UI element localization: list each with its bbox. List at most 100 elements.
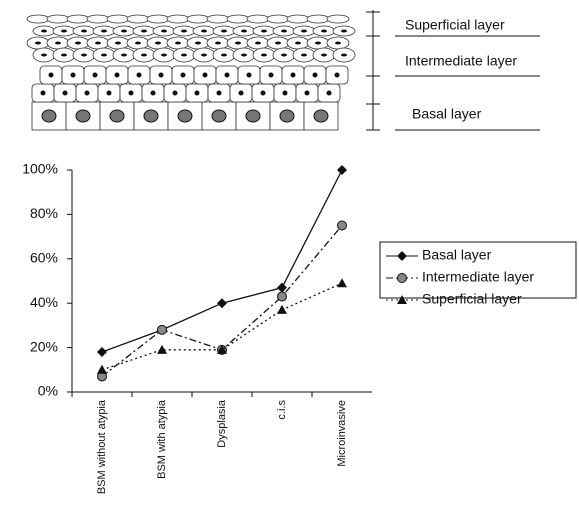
- layer-label: Basal layer: [412, 106, 482, 122]
- nucleus: [217, 91, 222, 96]
- triangle-marker: [397, 295, 407, 304]
- superficial-cell: [147, 15, 169, 23]
- legend-label: Intermediate layer: [422, 269, 534, 285]
- nucleus: [81, 54, 87, 57]
- x-tick-label: c.i.s: [276, 400, 288, 420]
- nucleus: [215, 42, 221, 45]
- nucleus: [335, 42, 341, 45]
- superficial-cell: [307, 15, 329, 23]
- nucleus: [42, 110, 56, 122]
- nucleus: [269, 73, 274, 78]
- nucleus: [239, 91, 244, 96]
- nucleus: [115, 73, 120, 78]
- nucleus: [280, 110, 294, 122]
- diamond-marker: [97, 347, 107, 357]
- epithelium-diagram: [27, 15, 355, 130]
- nucleus: [291, 73, 296, 78]
- nucleus: [151, 91, 156, 96]
- y-tick-label: 60%: [30, 250, 58, 266]
- nucleus: [159, 73, 164, 78]
- nucleus: [335, 73, 340, 78]
- superficial-cell: [167, 15, 189, 23]
- circle-marker: [398, 274, 407, 283]
- nucleus: [221, 30, 227, 33]
- nucleus: [161, 30, 167, 33]
- triangle-marker: [277, 305, 287, 314]
- y-tick-label: 0%: [38, 383, 58, 399]
- nucleus: [212, 110, 226, 122]
- nucleus: [141, 30, 147, 33]
- nucleus: [321, 30, 327, 33]
- nucleus: [75, 42, 81, 45]
- nucleus: [241, 54, 247, 57]
- nucleus: [129, 91, 134, 96]
- nucleus: [305, 91, 310, 96]
- superficial-cell: [127, 15, 149, 23]
- nucleus: [41, 30, 47, 33]
- superficial-cell: [107, 15, 129, 23]
- nucleus: [261, 91, 266, 96]
- nucleus: [121, 54, 127, 57]
- nucleus: [314, 110, 328, 122]
- nucleus: [247, 73, 252, 78]
- y-tick-label: 20%: [30, 338, 58, 354]
- superficial-cell: [67, 15, 89, 23]
- series-line: [102, 283, 342, 370]
- triangle-marker: [97, 365, 107, 374]
- nucleus: [110, 110, 124, 122]
- nucleus: [61, 30, 67, 33]
- nucleus: [155, 42, 161, 45]
- nucleus: [41, 91, 46, 96]
- triangle-marker: [337, 278, 347, 287]
- nucleus: [283, 91, 288, 96]
- nucleus: [341, 30, 347, 33]
- nucleus: [93, 73, 98, 78]
- superficial-cell: [327, 15, 349, 23]
- superficial-cell: [87, 15, 109, 23]
- nucleus: [321, 54, 327, 57]
- nucleus: [173, 91, 178, 96]
- nucleus: [144, 110, 158, 122]
- nucleus: [327, 91, 332, 96]
- figure: Superficial layer Intermediate layer Bas…: [0, 0, 579, 505]
- nucleus: [181, 54, 187, 57]
- layer-label: Intermediate layer: [405, 53, 517, 69]
- superficial-cell: [187, 15, 209, 23]
- nucleus: [301, 54, 307, 57]
- superficial-cell: [27, 15, 49, 23]
- legend-label: Basal layer: [422, 247, 492, 263]
- nucleus: [81, 30, 87, 33]
- nucleus: [255, 42, 261, 45]
- nucleus: [313, 73, 318, 78]
- nucleus: [201, 30, 207, 33]
- superficial-cell: [287, 15, 309, 23]
- nucleus: [61, 54, 67, 57]
- nucleus: [141, 54, 147, 57]
- nucleus: [181, 73, 186, 78]
- nucleus: [261, 30, 267, 33]
- superficial-cell: [207, 15, 229, 23]
- nucleus: [35, 42, 41, 45]
- nucleus: [295, 42, 301, 45]
- circle-marker: [158, 325, 167, 334]
- nucleus: [135, 42, 141, 45]
- series-line: [102, 170, 342, 352]
- y-tick-label: 80%: [30, 205, 58, 221]
- nucleus: [201, 54, 207, 57]
- x-tick-label: Dysplasia: [216, 399, 228, 448]
- diamond-marker: [277, 283, 287, 293]
- superficial-cell: [227, 15, 249, 23]
- nucleus: [137, 73, 142, 78]
- x-tick-label: Microinvasive: [336, 400, 348, 467]
- nucleus: [41, 54, 47, 57]
- nucleus: [161, 54, 167, 57]
- nucleus: [246, 110, 260, 122]
- nucleus: [55, 42, 61, 45]
- nucleus: [241, 30, 247, 33]
- nucleus: [175, 42, 181, 45]
- nucleus: [76, 110, 90, 122]
- nucleus: [115, 42, 121, 45]
- nucleus: [235, 42, 241, 45]
- nucleus: [95, 42, 101, 45]
